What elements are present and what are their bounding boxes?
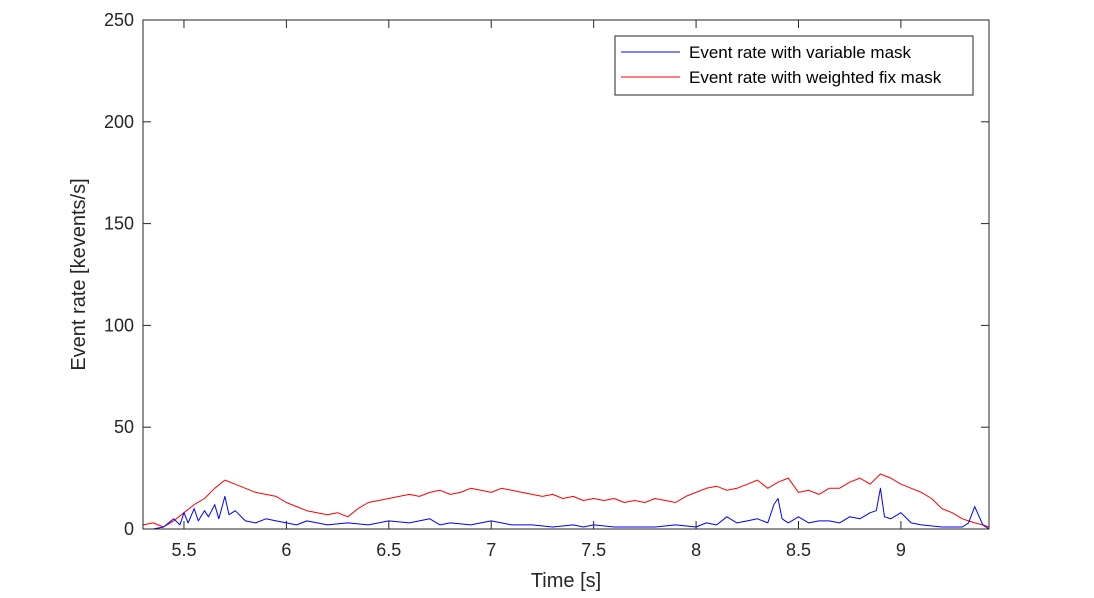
- y-tick-label: 50: [114, 417, 134, 437]
- y-axis-label: Event rate [kevents/s]: [68, 178, 90, 370]
- y-tick-label: 200: [104, 112, 134, 132]
- series-line-variable-mask: [143, 487, 990, 530]
- legend-label-weighted-fix-mask: Event rate with weighted fix mask: [689, 68, 942, 87]
- legend: Event rate with variable mask Event rate…: [614, 35, 974, 96]
- x-axis-ticks: 5.5 6 6.5 7 7.5 8 8.5 9: [171, 20, 906, 560]
- x-tick-label: 8: [691, 540, 701, 560]
- x-tick-label: 7.5: [581, 540, 606, 560]
- y-tick-label: 0: [124, 519, 134, 539]
- y-tick-label: 150: [104, 214, 134, 234]
- x-tick-label: 6: [281, 540, 291, 560]
- plot-area-frame: [142, 19, 990, 530]
- series-line-weighted-fix-mask: [142, 473, 990, 528]
- series-layer: [142, 473, 990, 530]
- legend-label-variable-mask: Event rate with variable mask: [689, 43, 912, 62]
- legend-box: [614, 35, 974, 96]
- y-tick-label: 100: [104, 315, 134, 335]
- x-tick-label: 6.5: [376, 540, 401, 560]
- x-tick-label: 8.5: [786, 540, 811, 560]
- y-axis-ticks: 0 50 100 150 200 250: [104, 10, 989, 539]
- x-axis-label: Time [s]: [531, 570, 601, 592]
- x-tick-label: 7: [486, 540, 496, 560]
- y-tick-label: 250: [104, 10, 134, 30]
- x-tick-label: 5.5: [171, 540, 196, 560]
- x-tick-label: 9: [896, 540, 906, 560]
